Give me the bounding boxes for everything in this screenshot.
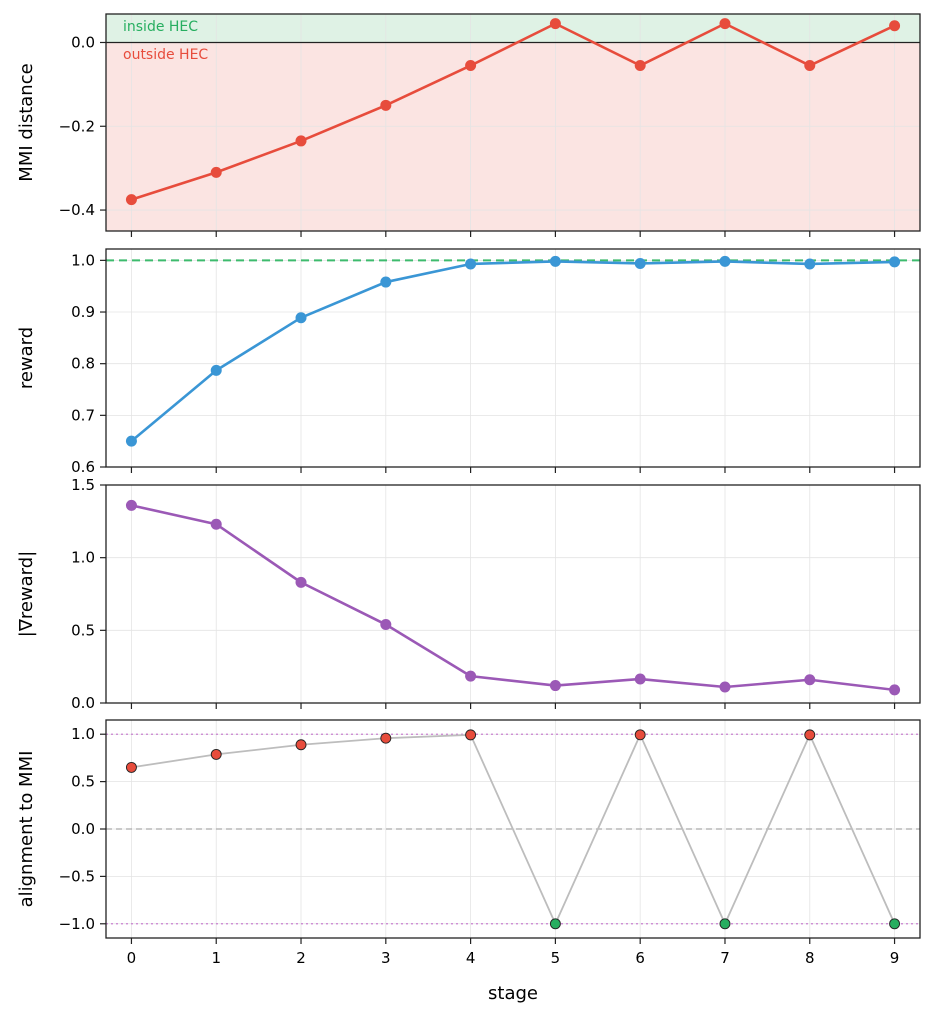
data-point [465, 258, 477, 270]
x-tick-label: 1 [211, 949, 221, 967]
data-point [804, 258, 816, 270]
data-point [719, 918, 731, 930]
panel-frame [105, 13, 921, 232]
data-point [295, 135, 307, 147]
data-point [125, 761, 137, 773]
y-axis-label: |∇reward| [16, 551, 37, 638]
data-point [380, 732, 392, 744]
panel-1: inside HEC outside HEC 0.0 −0.2 −0.4 MMI dist… [16, 13, 921, 237]
y-tick-label: 0.8 [71, 355, 95, 373]
data-point [889, 20, 901, 32]
y-tick-label: 0.5 [71, 621, 95, 639]
y-tick-label: 1.0 [71, 725, 95, 743]
data-point [549, 680, 561, 692]
annotation-outside-hec: outside HEC [123, 47, 208, 63]
data-point [889, 256, 901, 268]
x-tick-label: 7 [720, 949, 730, 967]
y-tick-label: 1.0 [71, 549, 95, 567]
y-tick-label: 0.6 [71, 458, 95, 476]
data-point [719, 18, 731, 30]
y-tick-label: −0.4 [59, 201, 95, 219]
panel-frame [105, 248, 921, 468]
panel-3: 0.0 0.5 1.0 1.5 |∇reward| [16, 476, 921, 712]
data-point [210, 748, 222, 760]
data-point [634, 673, 646, 685]
data-point [634, 729, 646, 741]
data-point [125, 194, 137, 206]
data-point [125, 499, 137, 511]
data-point [465, 670, 477, 682]
data-point [889, 684, 901, 696]
data-point [634, 257, 646, 269]
data-point [210, 364, 222, 376]
series-line [131, 22, 896, 201]
data-point [465, 729, 477, 741]
series-line [131, 732, 896, 926]
y-tick-label: 0.0 [71, 33, 95, 51]
x-tick-label: 3 [381, 949, 391, 967]
annotation-inside-hec: inside HEC [123, 19, 198, 35]
y-tick-label: 1.5 [71, 476, 95, 494]
data-point [804, 60, 816, 72]
data-point [210, 166, 222, 178]
y-tick-label: −1.0 [59, 915, 95, 933]
data-point [719, 681, 731, 693]
data-point [380, 619, 392, 631]
y-tick-label: −0.2 [59, 117, 95, 135]
x-tick-label: 5 [551, 949, 561, 967]
y-axis-label: MMI distance [16, 63, 37, 181]
x-axis-label: stage [488, 983, 538, 1004]
y-tick-label: 0.9 [71, 303, 95, 321]
data-point [549, 918, 561, 930]
y-tick-label: 0.7 [71, 406, 95, 424]
series-line [130, 260, 895, 443]
panel-4: 1.0 0.5 0.0 −0.5 −1.0 0 1 2 3 4 5 6 7 8 9 alignment to … [16, 719, 921, 967]
x-tick-label: 0 [127, 949, 137, 967]
y-tick-label: −0.5 [59, 867, 95, 885]
data-point [804, 729, 816, 741]
data-point [295, 576, 307, 588]
y-tick-label: 0.0 [71, 694, 95, 712]
data-point [295, 312, 307, 324]
x-tick-label: 9 [890, 949, 900, 967]
data-point [889, 918, 901, 930]
panel-frame [105, 484, 921, 704]
data-point [465, 60, 477, 72]
x-tick-label: 8 [805, 949, 815, 967]
data-point [380, 99, 392, 111]
data-point [210, 518, 222, 530]
data-point [125, 435, 137, 447]
x-tick-label: 6 [635, 949, 645, 967]
y-tick-label: 0.5 [71, 773, 95, 791]
x-tick-label: 2 [296, 949, 306, 967]
data-point [719, 255, 731, 267]
region-2 [106, 42, 920, 232]
x-tick-label: 4 [466, 949, 476, 967]
data-point [295, 739, 307, 751]
y-tick-label: 0.0 [71, 820, 95, 838]
region-1 [106, 14, 920, 43]
data-point [549, 255, 561, 267]
data-point [380, 276, 392, 288]
panel-2: 0.6 0.7 0.8 0.9 1.0 reward [16, 248, 921, 476]
data-point [804, 674, 816, 686]
data-point [549, 18, 561, 30]
y-axis-label: reward [16, 327, 37, 389]
series-line [131, 504, 895, 692]
data-point [634, 60, 646, 72]
y-tick-label: 1.0 [71, 251, 95, 269]
y-axis-label: alignment to MMI [16, 751, 37, 908]
